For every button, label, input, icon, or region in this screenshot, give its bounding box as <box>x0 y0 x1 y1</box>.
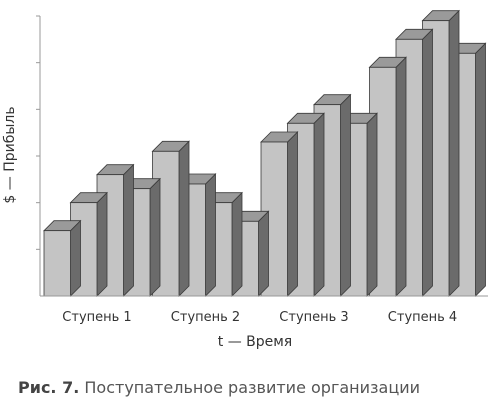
x-tick-label: Ступень 4 <box>388 310 457 325</box>
x-tick-label: Ступень 3 <box>279 310 348 325</box>
y-axis-label: $ — Прибыль <box>2 106 18 203</box>
bar-side <box>231 191 243 297</box>
x-axis-label: t — Время <box>218 334 292 350</box>
bar-side <box>366 112 378 297</box>
bar <box>43 219 82 297</box>
bar-side <box>205 173 216 297</box>
bar-side <box>395 56 407 297</box>
bar-side <box>475 42 486 297</box>
x-tick-label: Ступень 2 <box>171 310 240 325</box>
bar-side <box>313 112 325 297</box>
y-ticks <box>36 15 40 250</box>
bar-side <box>258 210 269 297</box>
figure-caption: Рис. 7. Поступательное развитие организа… <box>18 378 420 397</box>
bar-front <box>43 230 71 297</box>
bar-side <box>448 9 460 297</box>
bar-side <box>422 28 433 297</box>
figure-caption-text: Поступательное развитие организации <box>84 378 421 397</box>
bar-side <box>149 177 161 297</box>
bar-side <box>178 140 190 297</box>
bar-side <box>340 93 351 297</box>
figure-number: Рис. 7. <box>18 378 80 397</box>
bar-side <box>96 191 108 297</box>
x-tick-labels: Ступень 1 Ступень 2 Ступень 3 Ступень 4 <box>62 310 457 325</box>
bar-side <box>70 219 81 297</box>
x-tick-label: Ступень 1 <box>62 310 131 325</box>
bar <box>421 9 460 297</box>
bars-group <box>43 9 487 297</box>
bar-side <box>287 131 298 297</box>
bar-side <box>123 163 134 297</box>
